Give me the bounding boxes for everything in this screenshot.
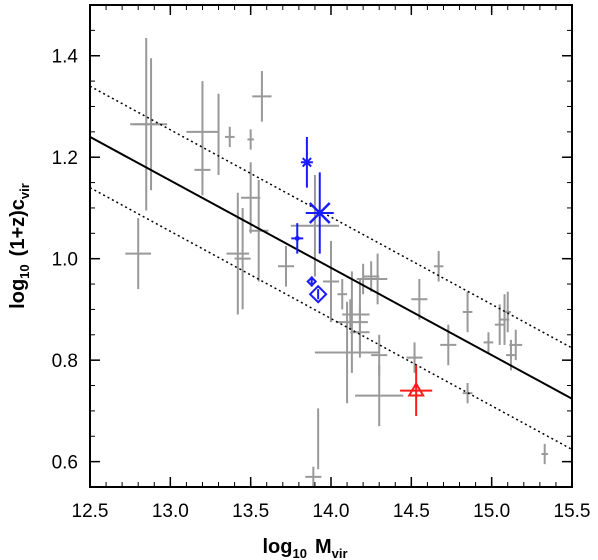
marks-layer (89, 37, 573, 487)
scatter-lower-line (89, 186, 573, 451)
gray-point-36 (504, 291, 511, 333)
x-axis-label: log10 Mvir (262, 536, 347, 560)
diamond (308, 284, 328, 304)
x-axis-label-main-sub: vir (332, 546, 348, 560)
gray-point-32 (462, 382, 473, 404)
gray-point-9 (241, 162, 261, 234)
gray-point-39 (541, 443, 548, 465)
blue-point-diamond (308, 284, 328, 304)
gray-point-41 (305, 466, 322, 487)
gray-point-8 (252, 70, 272, 122)
gray-point-24 (314, 301, 380, 404)
gray-point-0 (125, 218, 152, 290)
gray-point-21 (367, 253, 388, 305)
gray-point-6 (224, 126, 235, 148)
gray-point-23 (350, 306, 370, 358)
gray-point-33 (483, 332, 494, 353)
gray-point-16 (337, 278, 348, 310)
x-tick-label: 14.5 (393, 501, 430, 522)
scatter-upper-line (89, 85, 573, 349)
x-axis-label-main: M (315, 536, 332, 558)
gray-point-12 (234, 207, 251, 310)
y-tick-label: 0.8 (52, 351, 78, 372)
blue-point-plus-dot (291, 223, 304, 254)
x-axis-label-base-sub: 10 (292, 546, 306, 560)
y-axis-label-base: log (7, 279, 29, 309)
red-triangle (407, 381, 425, 397)
gray-point-20 (363, 261, 380, 292)
x-tick-label: 13.0 (152, 501, 189, 522)
diamond-small (306, 276, 318, 287)
x-tick-label: 15.0 (473, 501, 510, 522)
gray-point-13 (277, 246, 295, 287)
gray-point-10 (249, 180, 269, 282)
asterisk-d2 (301, 157, 312, 168)
gray-point-31 (462, 291, 473, 333)
y-tick-label: 1.2 (52, 148, 78, 169)
blue-point-x-large (305, 172, 334, 254)
y-tick-label: 1.4 (52, 47, 79, 68)
plot-frame (89, 4, 573, 488)
gray-point-7 (247, 129, 254, 150)
x-tick-label: 12.5 (72, 501, 109, 522)
y-tick-label: 1.0 (52, 250, 78, 271)
gray-point-4 (194, 144, 211, 196)
y-axis-label: log10 (1+z)cvir (7, 183, 32, 309)
gray-point-27 (406, 342, 423, 373)
x-tick-label: 13.5 (232, 501, 269, 522)
x-axis-label-base: log (262, 536, 292, 558)
gray-point-15 (322, 240, 340, 323)
gray-point-19 (356, 263, 370, 295)
blue-point-diamond-small (306, 276, 318, 287)
x-tick-label: 15.5 (554, 501, 591, 522)
red-point-0 (400, 365, 433, 416)
gray-point-11 (226, 192, 250, 315)
gray-point-2 (134, 58, 168, 191)
y-axis-label-main-sub: vir (17, 183, 32, 199)
gray-point-26 (355, 365, 404, 427)
gray-point-38 (509, 329, 523, 361)
y-tick-label: 0.6 (52, 453, 78, 474)
fit-line (89, 136, 573, 400)
gray-point-34 (494, 304, 505, 345)
y-axis-label-main: (1+z)c (7, 199, 29, 256)
plus-dot (294, 235, 300, 241)
y-axis-label-base-sub: 10 (17, 264, 32, 278)
x-tick-label: 14.0 (313, 501, 350, 522)
gray-point-22 (335, 271, 368, 373)
blue-point-asterisk (300, 136, 313, 188)
gray-point-29 (433, 251, 444, 282)
gray-point-28 (411, 278, 428, 320)
